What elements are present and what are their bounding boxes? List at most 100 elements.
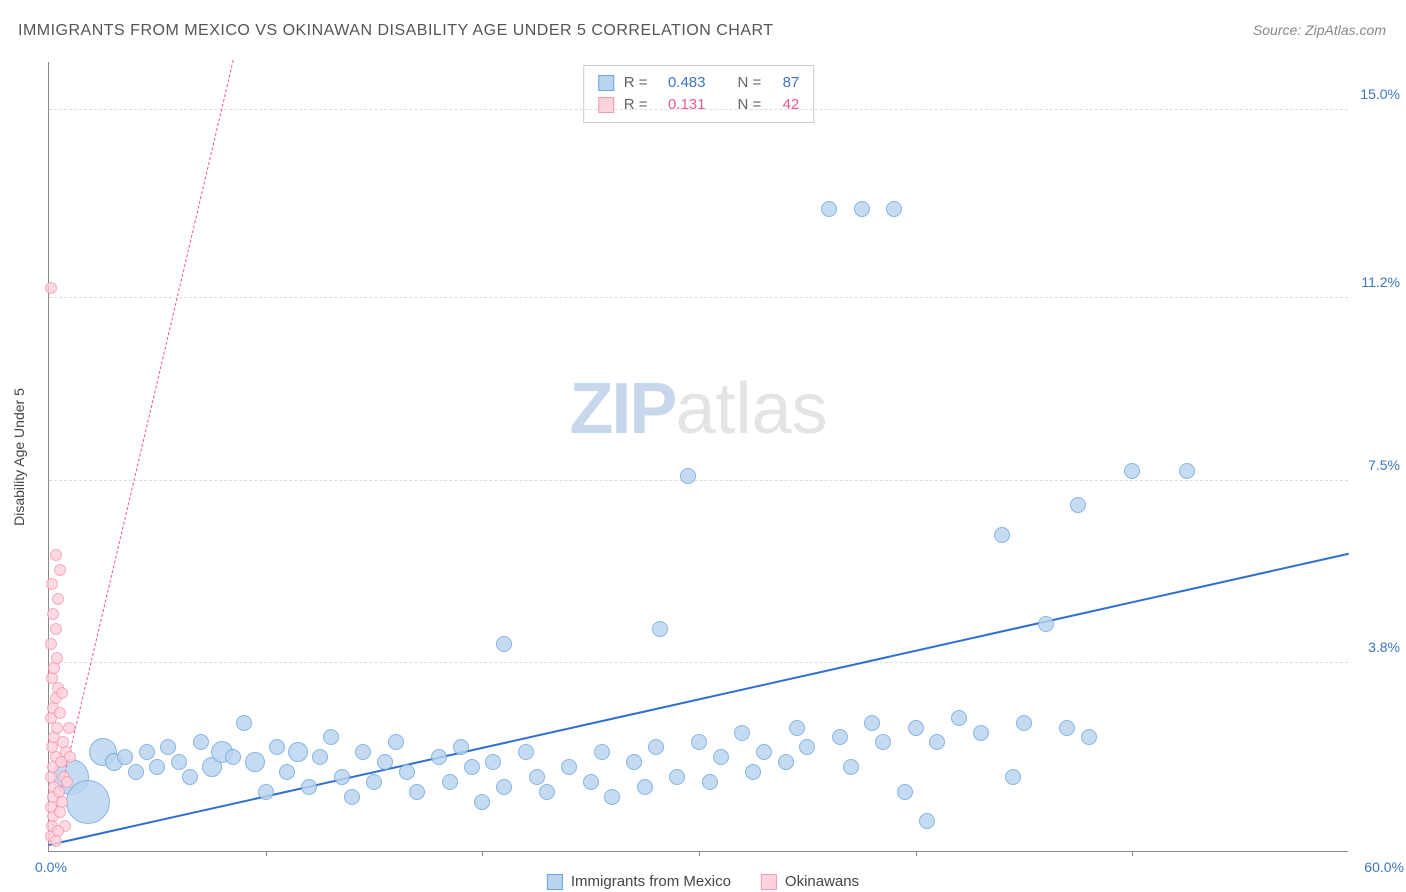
x-tick-mark [1132, 851, 1133, 856]
data-point [669, 769, 685, 785]
watermark-bold: ZIP [569, 369, 675, 449]
data-point [886, 201, 902, 217]
data-point [464, 759, 480, 775]
y-tick-label: 11.2% [1352, 274, 1400, 290]
stat-r-value: 0.483 [658, 72, 706, 94]
data-point [734, 725, 750, 741]
gridline-h [49, 662, 1348, 663]
data-point [929, 734, 945, 750]
data-point [171, 754, 187, 770]
data-point [604, 789, 620, 805]
data-point [301, 779, 317, 795]
data-point [529, 769, 545, 785]
gridline-h [49, 480, 1348, 481]
data-point [496, 636, 512, 652]
watermark: ZIPatlas [569, 368, 827, 450]
legend-swatch [598, 75, 614, 91]
data-point [652, 621, 668, 637]
data-point [756, 744, 772, 760]
data-point [1005, 769, 1021, 785]
stat-r-value: 0.131 [658, 94, 706, 116]
data-point [323, 729, 339, 745]
data-point [1081, 729, 1097, 745]
legend-swatch [547, 874, 563, 890]
chart-title: IMMIGRANTS FROM MEXICO VS OKINAWAN DISAB… [18, 22, 774, 40]
data-point [1038, 616, 1054, 632]
data-point [973, 725, 989, 741]
data-point [442, 774, 458, 790]
data-point [854, 201, 870, 217]
data-point [745, 764, 761, 780]
data-point [399, 764, 415, 780]
data-point [269, 739, 285, 755]
data-point [713, 749, 729, 765]
data-point [64, 751, 76, 763]
data-point [52, 593, 64, 605]
data-point [680, 468, 696, 484]
stat-r-label: R = [624, 94, 648, 116]
source-name: ZipAtlas.com [1305, 22, 1386, 38]
data-point [919, 813, 935, 829]
data-point [789, 720, 805, 736]
data-point [245, 752, 265, 772]
data-point [47, 608, 59, 620]
data-point [355, 744, 371, 760]
data-point [139, 744, 155, 760]
gridline-h [49, 109, 1348, 110]
legend-label: Immigrants from Mexico [571, 873, 731, 890]
data-point [821, 201, 837, 217]
data-point [908, 720, 924, 736]
data-point [61, 776, 73, 788]
source-prefix: Source: [1253, 22, 1305, 38]
data-point [951, 710, 967, 726]
data-point [539, 784, 555, 800]
data-point [51, 652, 63, 664]
data-point [485, 754, 501, 770]
trendline [49, 60, 234, 840]
data-point [288, 742, 308, 762]
data-point [56, 687, 68, 699]
stats-row: R = 0.131 N = 42 [598, 94, 800, 116]
stat-n-label: N = [738, 94, 762, 116]
data-point [128, 764, 144, 780]
data-point [518, 744, 534, 760]
legend-swatch [598, 97, 614, 113]
data-point [149, 759, 165, 775]
data-point [225, 749, 241, 765]
plot-area: ZIPatlas Disability Age Under 5 0.0% 60.… [48, 62, 1348, 852]
data-point [45, 638, 57, 650]
data-point [561, 759, 577, 775]
data-point [832, 729, 848, 745]
legend-item: Okinawans [761, 873, 859, 890]
data-point [50, 835, 62, 847]
data-point [496, 779, 512, 795]
data-point [637, 779, 653, 795]
data-point [875, 734, 891, 750]
data-point [626, 754, 642, 770]
data-point [63, 722, 75, 734]
data-point [453, 739, 469, 755]
data-point [702, 774, 718, 790]
data-point [474, 794, 490, 810]
data-point [843, 759, 859, 775]
x-tick-mark [916, 851, 917, 856]
source-text: Source: ZipAtlas.com [1253, 22, 1386, 38]
x-axis-max-label: 60.0% [1364, 859, 1404, 875]
data-point [864, 715, 880, 731]
stat-n-value: 42 [771, 94, 799, 116]
legend-item: Immigrants from Mexico [547, 873, 731, 890]
data-point [377, 754, 393, 770]
data-point [388, 734, 404, 750]
data-point [193, 734, 209, 750]
x-axis-min-label: 0.0% [35, 859, 67, 875]
data-point [236, 715, 252, 731]
data-point [1179, 463, 1195, 479]
data-point [897, 784, 913, 800]
legend-label: Okinawans [785, 873, 859, 890]
data-point [312, 749, 328, 765]
stats-row: R =0.483N =87 [598, 72, 800, 94]
data-point [799, 739, 815, 755]
data-point [1059, 720, 1075, 736]
data-point [160, 739, 176, 755]
data-point [431, 749, 447, 765]
